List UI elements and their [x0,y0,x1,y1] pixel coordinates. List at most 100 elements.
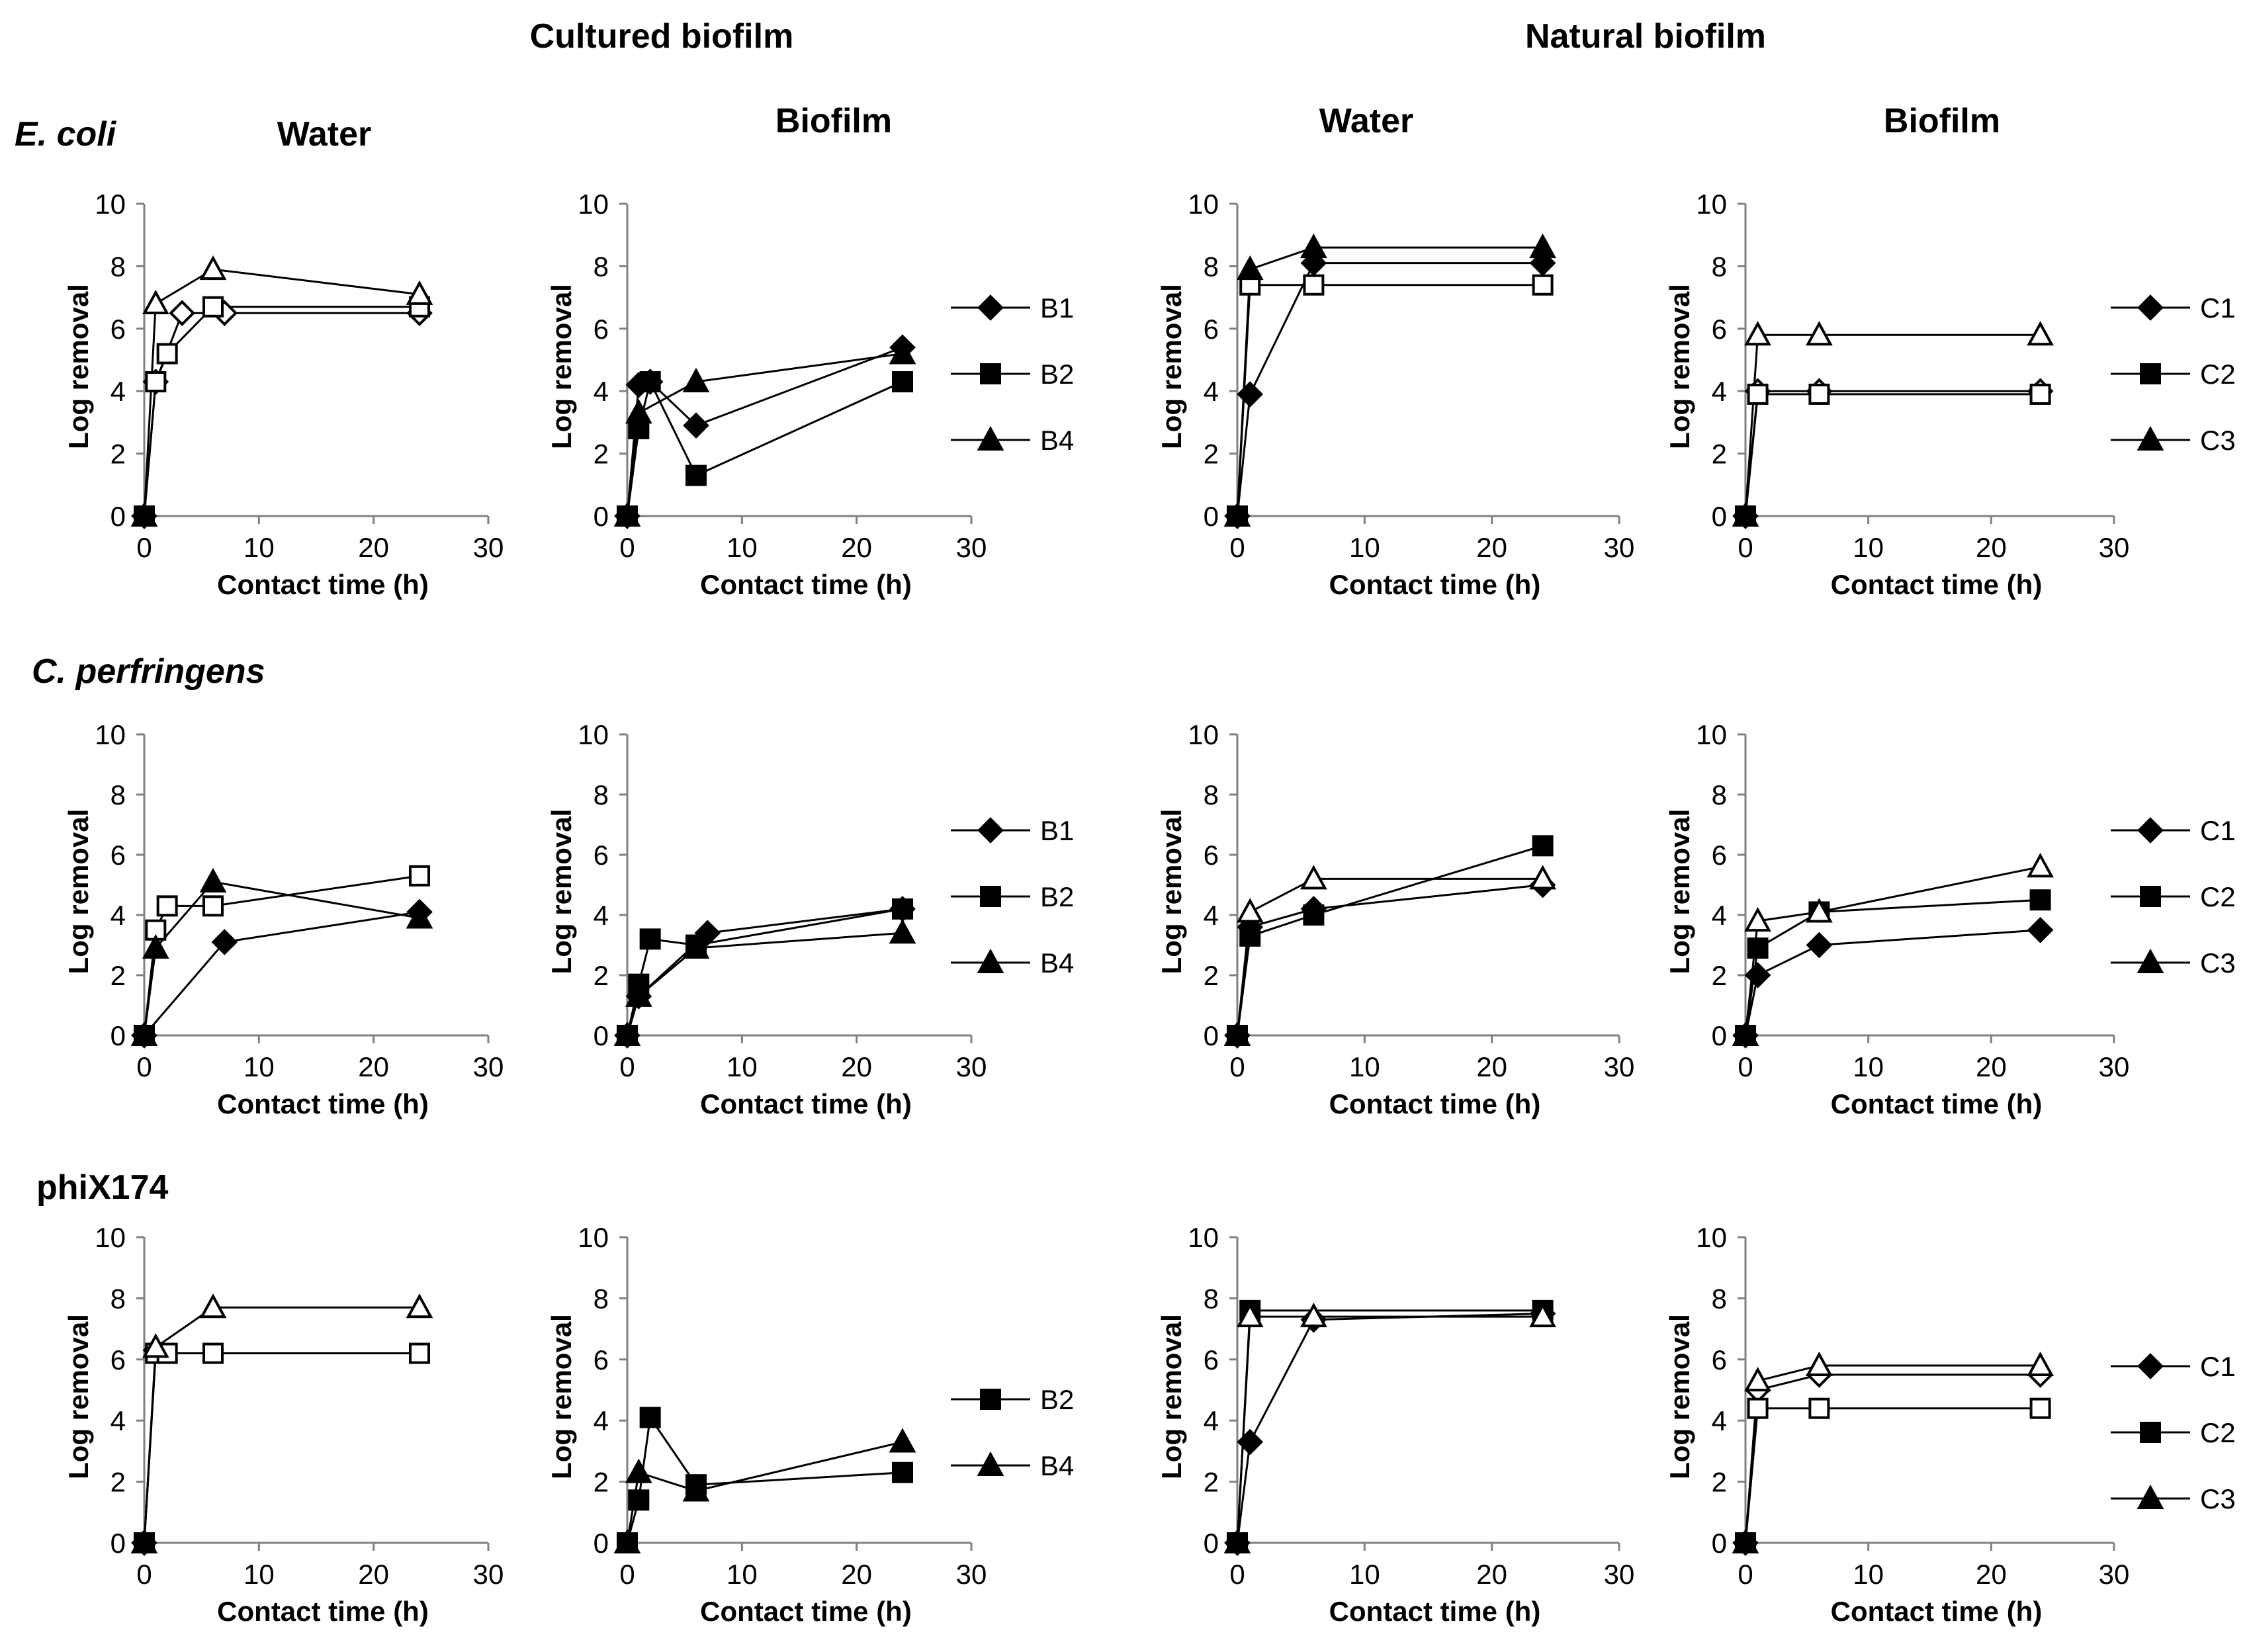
y-axis-label: Log removal [1156,284,1187,449]
x-axis-label: Contact time (h) [700,1088,912,1119]
data-point-triangle [1806,898,1833,923]
y-tick-label: 0 [594,1020,609,1051]
data-point-diamond [211,929,238,955]
y-axis-label: Log removal [63,809,94,975]
data-point-triangle [142,1333,169,1358]
y-tick-label: 6 [1204,314,1219,345]
data-point-square [202,1342,224,1364]
y-tick-label: 4 [1712,376,1727,407]
data-point-square [2029,383,2051,405]
x-axis-label: Contact time (h) [1329,569,1541,600]
x-tick-label: 10 [243,1051,275,1082]
y-tick-label: 8 [1712,251,1727,282]
y-axis-label: Log removal [546,809,577,975]
x-tick-label: 0 [136,1559,152,1590]
panel-2-1: 0 2 4 6 8 10 0 10 20 30 Contact time (h) Log remova… [546,1222,1074,1627]
x-tick-label: 10 [1853,1559,1884,1590]
legend-label: C1 [2200,292,2236,324]
y-tick-label: 6 [1204,840,1219,871]
y-tick-label: 6 [1712,314,1727,345]
group-header-natural: Natural biofilm [1525,17,1766,56]
x-tick-label: 20 [1476,1559,1507,1590]
x-tick-label: 20 [841,1559,872,1590]
data-point-square [639,928,661,950]
data-point-square [202,296,224,318]
y-tick-label: 10 [578,719,609,750]
panel-1-0: 0 2 4 6 8 10 0 10 20 30 Contact time (h) Log remova… [63,719,504,1119]
data-point-triangle [625,1458,652,1483]
y-axis-label: Log removal [63,1314,94,1479]
series-line-triangle [626,932,903,1036]
x-tick-label: 20 [841,532,872,563]
data-point-square [1532,274,1554,296]
y-tick-label: 4 [110,1405,126,1436]
x-tick-label: 10 [243,1559,275,1590]
y-tick-label: 4 [1712,900,1727,931]
data-point-triangle [1300,1302,1327,1328]
y-tick-label: 2 [1712,1467,1727,1498]
y-tick-label: 0 [1204,501,1219,532]
y-tick-label: 6 [110,840,126,871]
legend-label: B4 [1040,425,1074,456]
row-label-e-coli: E. coli [15,115,117,153]
data-point-triangle [1806,321,1833,346]
y-tick-label: 6 [594,1344,609,1375]
data-point-square [156,343,178,365]
data-point-square [1303,274,1325,296]
column-header-natural-biofilm: Biofilm [1884,102,2000,140]
data-point-triangle [406,1293,433,1319]
data-point-triangle [613,1528,641,1553]
y-tick-label: 0 [1204,1528,1219,1559]
panel-2-2: 0 2 4 6 8 10 0 10 20 30 Contact time (h) Log remova… [1156,1222,1634,1627]
legend-marker-square [2140,1422,2161,1443]
data-point-triangle [142,289,169,315]
data-point-triangle [1223,1021,1251,1046]
y-tick-label: 0 [1712,501,1727,532]
data-point-square [409,1342,430,1364]
column-header-cultured-water: Water [277,115,372,153]
x-tick-label: 30 [2099,1559,2130,1590]
series-line-triangle [143,881,420,1036]
x-tick-label: 10 [727,532,758,563]
y-axis-label: Log removal [1664,284,1695,449]
panel-1-2: 0 2 4 6 8 10 0 10 20 30 Contact time (h) Log remova… [1156,719,1634,1119]
y-tick-label: 8 [1712,1283,1727,1314]
data-point-triangle [2027,321,2054,346]
data-point-triangle [625,982,652,1007]
data-point-square [156,895,178,917]
legend-label: C3 [2200,425,2236,456]
y-tick-label: 10 [1696,1222,1727,1253]
y-tick-label: 6 [1712,1344,1727,1375]
y-tick-label: 6 [594,840,609,871]
legend-marker-triangle [977,425,1004,451]
legend-label: B1 [1040,292,1074,324]
series-line-square [1744,1407,2041,1543]
data-point-triangle [889,1428,916,1453]
legend-label: B1 [1040,815,1074,846]
x-tick-label: 10 [1853,532,1884,563]
y-tick-label: 0 [1204,1020,1219,1051]
y-tick-label: 0 [1712,1528,1727,1559]
x-tick-label: 30 [956,1051,987,1082]
x-tick-label: 30 [956,1559,987,1590]
data-point-square [892,371,913,393]
y-tick-label: 8 [110,1283,126,1314]
y-tick-label: 8 [1204,251,1219,282]
y-tick-label: 2 [1204,960,1219,991]
legend-marker-triangle [977,948,1004,973]
panel-0-1: 0 2 4 6 8 10 0 10 20 30 Contact time (h) Log remova… [546,189,1074,600]
data-point-triangle [1529,1302,1556,1328]
data-point-square [145,371,167,393]
x-tick-label: 30 [473,1051,504,1082]
x-tick-label: 0 [1738,1559,1753,1590]
data-point-triangle [142,934,169,959]
y-axis-label: Log removal [1664,1314,1695,1479]
y-tick-label: 6 [594,314,609,345]
panel-2-3: 0 2 4 6 8 10 0 10 20 30 Contact time (h) Log remova… [1664,1222,2236,1627]
y-tick-label: 10 [1188,1222,1219,1253]
legend-label: C2 [2200,359,2236,390]
group-header-cultured: Cultured biofilm [530,17,794,56]
y-tick-label: 10 [578,1222,609,1253]
y-tick-label: 2 [110,1467,126,1498]
y-tick-label: 6 [1712,840,1727,871]
